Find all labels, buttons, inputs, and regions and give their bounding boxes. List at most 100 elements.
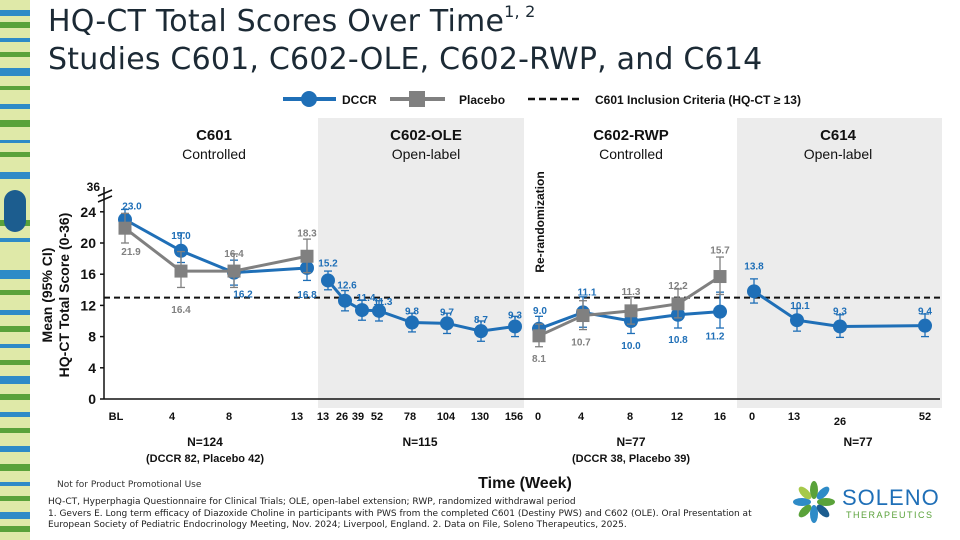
data-label: 16.4	[171, 305, 191, 316]
logo-wordmark: SOLENO	[842, 485, 940, 510]
y-tick-label: 16	[80, 266, 96, 282]
dccr-point	[174, 243, 188, 258]
dccr-point	[833, 319, 847, 334]
x-tick-label: 0	[749, 411, 755, 423]
panel-title-c601: C601	[196, 127, 232, 144]
data-label: 21.9	[121, 247, 141, 258]
x-tick-label: 52	[371, 411, 383, 423]
placebo-point	[118, 221, 132, 235]
dccr-point	[405, 315, 419, 330]
footnote-references: 1. Gevers E. Long term efficacy of Diazo…	[48, 508, 752, 531]
data-label: 15.7	[710, 246, 730, 257]
data-label: 11.3	[622, 287, 641, 298]
placebo-point	[227, 264, 241, 278]
series-dccr-panel-0: 23.0 19.0 16.2 16.8	[118, 202, 317, 301]
placebo-point	[300, 249, 314, 263]
decorative-side-stripe	[0, 0, 30, 540]
n-detail-c601: (DCCR 82, Placebo 42)	[146, 453, 264, 465]
y-axis-label-line2: HQ-CT Total Score (0-36)	[56, 213, 72, 378]
series-dccr-panel-3: 13.8 10.1 9.3 9.4	[744, 261, 932, 339]
placebo-point	[624, 304, 638, 318]
re-randomization-label: Re-randomization	[533, 171, 547, 272]
n-label-c601: N=124	[187, 435, 223, 449]
placebo-point	[532, 329, 546, 343]
stripe-capsule	[4, 190, 26, 232]
data-label: 10.1	[790, 301, 810, 312]
x-tick-label: 12	[671, 411, 683, 423]
data-label: 12.2	[668, 281, 688, 292]
dccr-point	[440, 316, 454, 331]
y-tick-label: 4	[88, 360, 96, 376]
series-line	[124, 218, 308, 275]
x-tick-label: 4	[169, 411, 176, 423]
x-tick-label: 156	[505, 411, 523, 423]
y-tick-label: 8	[88, 329, 96, 345]
n-label-c602-ole: N=115	[402, 435, 437, 449]
legend-placebo-label: Placebo	[459, 93, 505, 107]
dccr-point	[747, 284, 761, 299]
y-axis-break-mark	[97, 189, 113, 197]
dccr-point	[355, 303, 369, 318]
x-tick-label: 13	[788, 411, 800, 423]
data-label: 9.8	[405, 307, 419, 318]
panel-subtitle-c614: Open-label	[804, 146, 873, 162]
n-label-c602-rwp: N=77	[616, 435, 645, 449]
series-dccr-panel-1: 15.2 12.611.411.3 9.8 9.7 8.7 9.3	[318, 258, 522, 342]
x-tick-label: 39	[352, 411, 364, 423]
dccr-point	[508, 319, 522, 334]
series-line	[124, 226, 308, 273]
data-label: 9.0	[533, 306, 547, 317]
legend-criteria-label: C601 Inclusion Criteria (HQ-CT ≥ 13)	[595, 93, 801, 107]
x-tick-label: BL	[109, 411, 124, 423]
soleno-logo: SOLENO THERAPEUTICS	[793, 481, 940, 523]
panel-bg-c602-ole	[318, 118, 524, 408]
n-label-c614: N=77	[843, 435, 872, 449]
x-tick-label: 130	[471, 411, 489, 423]
panel-bg-c614	[737, 118, 942, 408]
dccr-point	[338, 293, 352, 308]
data-label: 10.7	[571, 338, 591, 349]
series-placebo-panel-0: 21.9 16.4 16.4 18.3	[118, 212, 317, 316]
panel-title-c614: C614	[820, 127, 857, 144]
data-label: 11.2	[706, 332, 725, 343]
data-label: 9.3	[508, 310, 522, 321]
x-tick-label: 13	[317, 411, 329, 423]
x-tick-label: 26	[834, 416, 846, 428]
dccr-point	[790, 313, 804, 328]
y-tick-label: 12	[80, 297, 96, 313]
n-detail-c602-rwp: (DCCR 38, Placebo 39)	[572, 453, 690, 465]
dccr-point	[713, 304, 727, 319]
x-tick-label: 8	[627, 411, 633, 423]
y-tick-label-36: 36	[87, 180, 101, 194]
footnote-abbreviations: HQ-CT, Hyperphagia Questionnaire for Cli…	[48, 497, 576, 507]
data-label: 11.3	[374, 297, 393, 308]
x-tick-label: 4	[578, 411, 585, 423]
panel-title-c602-ole: C602-OLE	[390, 127, 462, 144]
y-tick-label: 24	[80, 204, 96, 220]
x-tick-label: 16	[714, 411, 726, 423]
placebo-point	[174, 264, 188, 278]
x-tick-label: 0	[535, 411, 541, 423]
data-label: 11.4	[357, 293, 376, 304]
series-line	[753, 290, 926, 328]
data-label: 9.3	[833, 306, 847, 317]
x-tick-label: 78	[404, 411, 416, 423]
legend-dccr-marker	[301, 91, 317, 107]
data-label: 9.4	[918, 307, 932, 318]
not-for-promotional-use: Not for Product Promotional Use	[57, 480, 202, 490]
y-tick-label: 0	[88, 391, 96, 407]
data-label: 15.2	[318, 258, 338, 269]
soleno-logo-mark	[793, 481, 835, 523]
panel-subtitle-c601: Controlled	[182, 146, 246, 162]
data-label: 8.7	[474, 315, 488, 326]
page-title: HQ-CT Total Scores Over Time1, 2	[48, 2, 536, 39]
y-axis-break-mark	[97, 195, 113, 203]
legend-dccr-label: DCCR	[342, 93, 377, 107]
dccr-point	[321, 273, 335, 288]
y-tick-label: 20	[80, 235, 96, 251]
x-tick-label: 13	[291, 411, 303, 423]
x-tick-label: 52	[919, 411, 931, 423]
data-label: 8.1	[532, 354, 546, 365]
y-axis-label-line1: Mean (95% CI)	[39, 248, 55, 343]
